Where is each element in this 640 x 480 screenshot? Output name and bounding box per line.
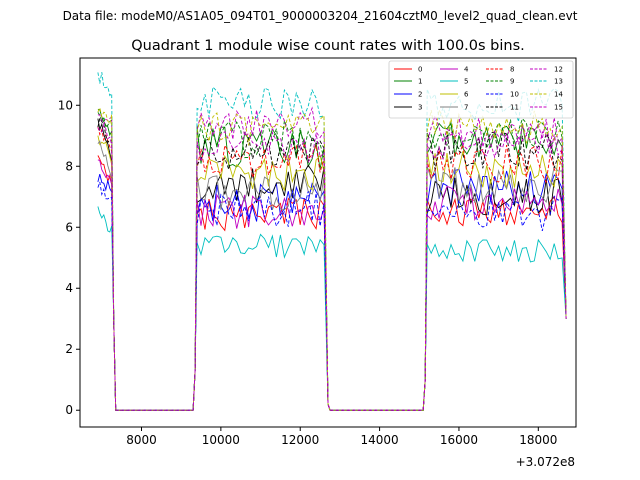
series-line-10 (97, 181, 567, 411)
series-line-5 (97, 206, 567, 411)
legend-label-14: 14 (554, 91, 563, 99)
chart-title: Quadrant 1 module wise count rates with … (131, 38, 525, 54)
legend-label-6: 6 (464, 91, 469, 99)
series-line-8 (97, 126, 567, 411)
y-tick-label: 10 (58, 98, 73, 112)
x-tick-label: 16000 (440, 433, 478, 447)
series-line-9 (97, 112, 567, 411)
y-tick-label: 0 (65, 403, 73, 417)
y-axis: 0 2 4 6 8 10 (58, 98, 80, 417)
series-line-14 (97, 106, 567, 411)
legend-label-15: 15 (554, 104, 563, 112)
legend-label-8: 8 (510, 66, 514, 74)
legend-label-2: 2 (418, 91, 422, 99)
x-tick-label: 10000 (202, 433, 240, 447)
legend-label-11: 11 (510, 104, 519, 112)
series-line-15 (97, 123, 567, 411)
legend-label-1: 1 (418, 78, 422, 86)
x-tick-label: 14000 (360, 433, 398, 447)
series-line-7 (97, 140, 567, 411)
series-line-0 (97, 155, 567, 411)
y-tick-label: 4 (65, 281, 73, 295)
series-line-2 (97, 168, 567, 411)
y-tick-label: 2 (65, 342, 73, 356)
legend-label-7: 7 (464, 104, 468, 112)
legend-label-0: 0 (418, 66, 422, 74)
legend-label-13: 13 (554, 78, 563, 86)
figure-suptitle: Data file: modeM0/AS1A05_094T01_90000032… (63, 9, 578, 23)
legend-label-5: 5 (464, 78, 468, 86)
legend-label-9: 9 (510, 78, 514, 86)
legend-label-3: 3 (418, 104, 422, 112)
series-line-3 (97, 118, 567, 411)
series-line-11 (97, 116, 567, 411)
y-tick-label: 6 (65, 220, 73, 234)
y-tick-label: 8 (65, 159, 73, 173)
series-line-12 (97, 106, 567, 411)
x-tick-label: 18000 (519, 433, 557, 447)
axes-frame (79, 57, 577, 428)
x-tick-label: 8000 (126, 433, 157, 447)
series-layer (97, 72, 567, 411)
legend-label-10: 10 (510, 91, 519, 99)
legend-box (388, 60, 574, 119)
x-tick-label: 12000 (281, 433, 319, 447)
legend-label-12: 12 (554, 66, 563, 74)
legend-label-4: 4 (464, 66, 469, 74)
x-axis: 8000 10000 12000 14000 16000 18000 (126, 427, 557, 447)
x-offset-label: +3.072e8 (516, 455, 575, 469)
